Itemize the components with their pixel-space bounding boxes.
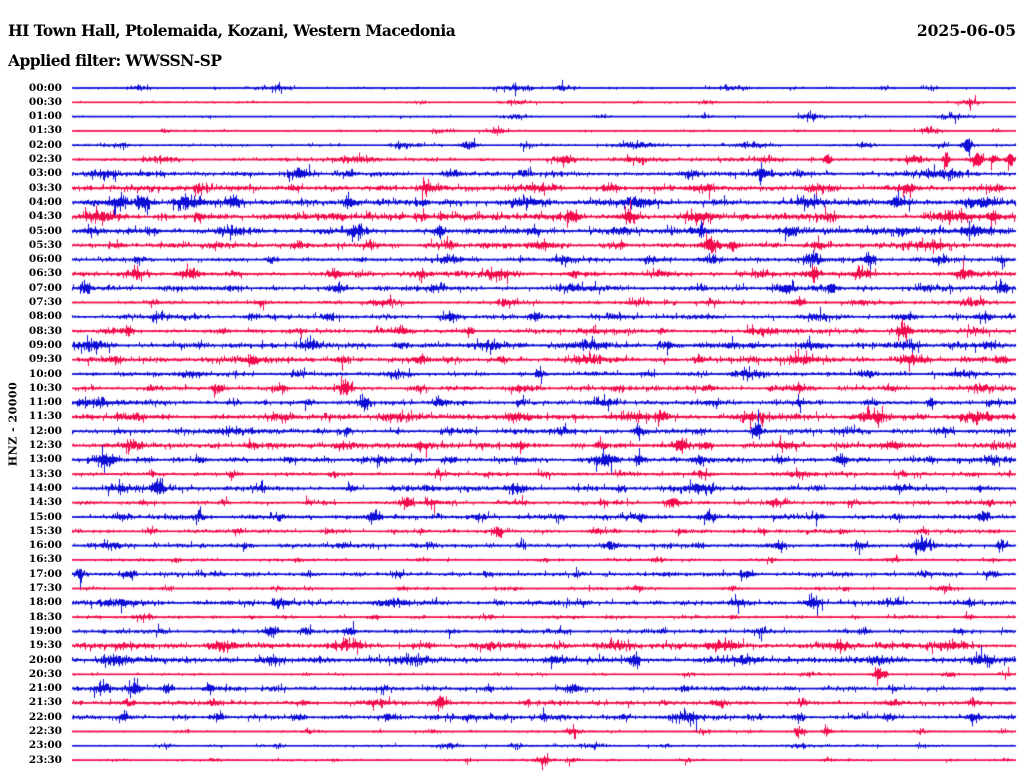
row-time-label: 04:00 — [28, 195, 62, 208]
row-time-label: 01:30 — [28, 124, 62, 137]
row-time-label: 16:00 — [28, 539, 62, 552]
row-time-label: 23:30 — [28, 753, 62, 766]
row-time-label: 23:00 — [28, 739, 62, 752]
row-time-label: 13:00 — [28, 453, 62, 466]
row-time-label: 22:00 — [28, 710, 62, 723]
row-time-label: 04:30 — [28, 210, 62, 223]
row-time-label: 06:00 — [28, 253, 62, 266]
row-time-label: 20:30 — [28, 667, 62, 680]
row-time-label: 01:00 — [28, 110, 62, 123]
row-time-label: 02:30 — [28, 153, 62, 165]
row-time-label: 11:00 — [28, 396, 62, 409]
row-time-label: 16:30 — [28, 553, 62, 566]
row-time-label: 22:30 — [28, 725, 62, 737]
row-time-label: 00:00 — [28, 81, 62, 94]
row-time-label: 21:00 — [28, 682, 62, 695]
row-time-label: 10:30 — [28, 381, 62, 394]
row-time-label: 17:00 — [28, 567, 62, 580]
row-time-label: 08:00 — [28, 310, 62, 323]
station-title: HI Town Hall, Ptolemaida, Kozani, Wester… — [8, 21, 456, 40]
row-time-label: 08:30 — [28, 324, 62, 337]
row-time-label: 19:00 — [28, 624, 62, 637]
row-time-label: 15:30 — [28, 524, 62, 537]
row-time-label: 18:00 — [28, 596, 62, 609]
row-time-label: 03:00 — [28, 167, 62, 180]
row-time-label: 20:00 — [28, 653, 62, 666]
row-time-label: 12:30 — [28, 439, 62, 451]
row-time-label: 17:30 — [28, 582, 62, 594]
row-time-label: 05:30 — [28, 238, 62, 251]
row-time-label: 00:30 — [28, 95, 62, 108]
row-time-label: 09:30 — [28, 353, 62, 366]
row-time-label: 10:00 — [28, 367, 62, 380]
plot-date: 2025-06-05 — [916, 21, 1016, 40]
row-time-label: 09:00 — [28, 338, 62, 351]
row-time-label: 19:30 — [28, 639, 62, 652]
row-time-label: 18:30 — [28, 610, 62, 623]
row-time-label: 07:30 — [28, 296, 62, 308]
row-time-label: 15:00 — [28, 510, 62, 523]
row-time-label: 05:00 — [28, 224, 62, 237]
row-time-label: 14:30 — [28, 496, 62, 509]
row-time-label: 07:00 — [28, 281, 62, 294]
row-time-label: 14:00 — [28, 481, 62, 494]
applied-filter-label: Applied filter: WWSSN-SP — [8, 51, 222, 70]
row-time-label: 12:00 — [28, 424, 62, 437]
row-time-label: 13:30 — [28, 467, 62, 480]
row-time-label: 06:30 — [28, 267, 62, 280]
row-time-label: 21:30 — [28, 696, 62, 709]
row-time-label: 02:00 — [28, 138, 62, 151]
row-time-label: 11:30 — [28, 410, 62, 423]
row-time-label: 03:30 — [28, 181, 62, 194]
